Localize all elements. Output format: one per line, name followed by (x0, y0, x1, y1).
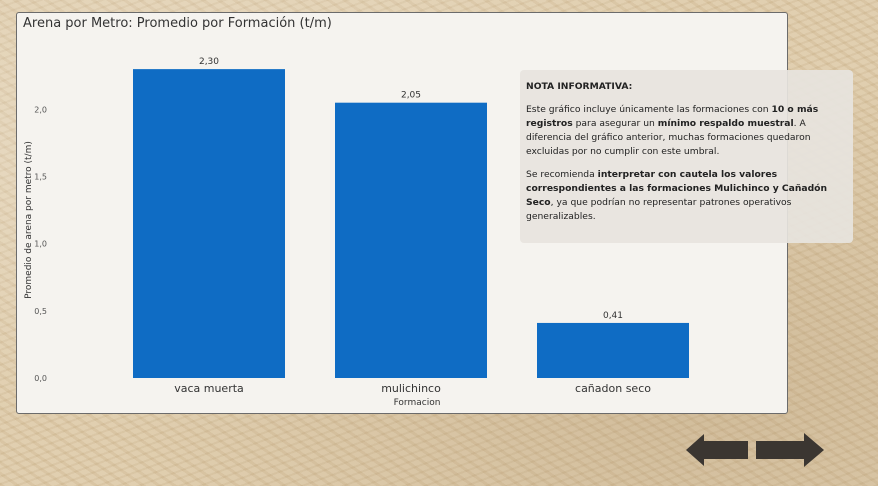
note-p2-run: , ya que podrían no representar patrones… (526, 197, 792, 222)
note-p2-run: Se recomienda (526, 169, 598, 180)
y-tick-label: 0,0 (34, 374, 47, 383)
y-tick-label: 1,0 (34, 240, 47, 249)
data-label: 2,30 (199, 57, 219, 67)
note-p2-run: interpretar con cautela los valores corr… (526, 169, 828, 208)
x-axis-label: Formacion (393, 398, 441, 408)
note-p1-run: Este gráfico incluye únicamente las form… (526, 104, 772, 115)
note-p1-run: mínimo respaldo muestral (657, 118, 794, 129)
note-paragraph-1: Este gráfico incluye únicamente las form… (526, 103, 845, 159)
bar (335, 102, 487, 378)
navigation-arrows (686, 432, 826, 472)
bar (133, 69, 285, 378)
note-p1-run: . A diferencia del gráfico anterior, muc… (526, 118, 811, 157)
note-heading: NOTA INFORMATIVA: (526, 81, 633, 92)
x-tick-label: cañadon seco (575, 382, 651, 395)
chart-title: Arena por Metro: Promedio por Formación … (23, 16, 332, 31)
arrow-left-icon[interactable] (686, 432, 748, 468)
arrow-right-icon[interactable] (756, 432, 824, 468)
data-label: 0,41 (603, 311, 623, 321)
note-p1-run: 10 o más registros (526, 104, 819, 129)
y-tick-label: 2,0 (34, 105, 47, 114)
y-tick-label: 1,5 (34, 173, 47, 182)
x-tick-label: vaca muerta (174, 382, 244, 395)
note-paragraph-2: Se recomienda interpretar con cautela lo… (526, 168, 845, 224)
info-note: NOTA INFORMATIVA: Este gráfico incluye ú… (520, 70, 853, 243)
bar (537, 322, 689, 378)
y-tick-label: 0,5 (34, 307, 47, 316)
bar-chart: 0,0 0,5 1,0 1,5 2,0 2,30 vaca muerta 2,05 mulich… (34, 57, 689, 395)
note-p1-run: para asegurar un (572, 118, 658, 129)
x-tick-label: mulichinco (381, 382, 441, 395)
data-label: 2,05 (401, 91, 421, 101)
